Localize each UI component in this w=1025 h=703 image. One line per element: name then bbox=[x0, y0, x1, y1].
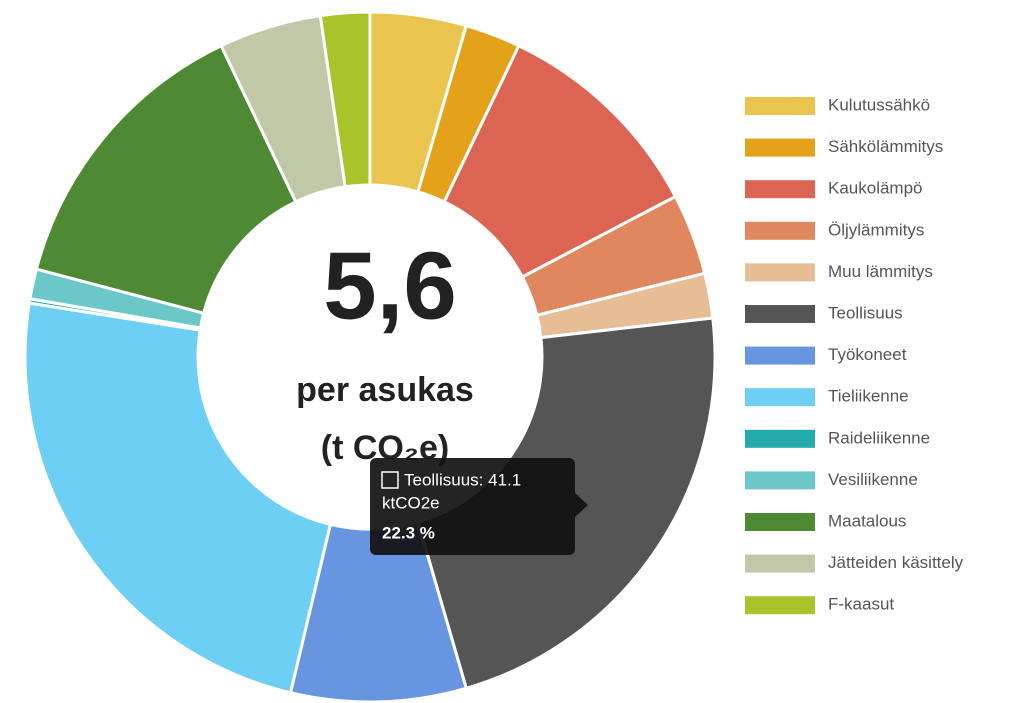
center-value: 5,6 bbox=[323, 232, 456, 339]
tooltip-arrow bbox=[575, 493, 588, 517]
legend-label: Tieliikenne bbox=[828, 387, 909, 406]
legend-swatch bbox=[745, 263, 815, 282]
tooltip-line: ktCO2e bbox=[382, 493, 440, 512]
legend-swatch bbox=[745, 180, 815, 199]
tooltip-swatch bbox=[381, 471, 399, 489]
legend-swatch bbox=[745, 513, 815, 531]
center-label: per asukas bbox=[296, 371, 474, 409]
legend-label: Vesiliikenne bbox=[828, 470, 918, 489]
legend-swatch bbox=[745, 554, 815, 573]
legend-swatch bbox=[745, 596, 815, 615]
legend-swatch bbox=[745, 388, 815, 407]
legend-swatch bbox=[745, 138, 815, 157]
legend-label: Öljylämmitys bbox=[828, 220, 924, 239]
legend-label: Raideliikenne bbox=[828, 428, 930, 447]
legend-label: F-kaasut bbox=[828, 595, 894, 614]
tooltip-line: 22.3 % bbox=[382, 523, 435, 542]
tooltip-box bbox=[370, 458, 575, 555]
legend-label: Kulutussähkö bbox=[828, 95, 930, 114]
legend-label: Muu lämmitys bbox=[828, 262, 933, 281]
legend-label: Sähkölämmitys bbox=[828, 137, 943, 156]
slice bbox=[34, 43, 298, 316]
legend-swatch bbox=[745, 429, 815, 448]
legend-label: Kaukolämpö bbox=[828, 179, 923, 198]
legend-swatch bbox=[745, 97, 815, 115]
slice bbox=[318, 10, 372, 189]
tooltip-line: Teollisuus: 41.1 bbox=[404, 470, 521, 489]
legend-label: Maatalous bbox=[828, 511, 906, 530]
tooltip: Teollisuus: 41.1 ktCO2e 22.3 % bbox=[370, 458, 588, 555]
legend-label: Työkoneet bbox=[828, 345, 907, 364]
legend-swatch bbox=[745, 471, 815, 490]
legend-swatch bbox=[745, 346, 815, 365]
slice bbox=[23, 301, 333, 695]
legend-swatch bbox=[745, 305, 815, 323]
legend-label: Teollisuus bbox=[828, 303, 903, 322]
legend-swatch bbox=[745, 221, 815, 240]
legend-label: Jätteiden käsittely bbox=[828, 553, 964, 572]
